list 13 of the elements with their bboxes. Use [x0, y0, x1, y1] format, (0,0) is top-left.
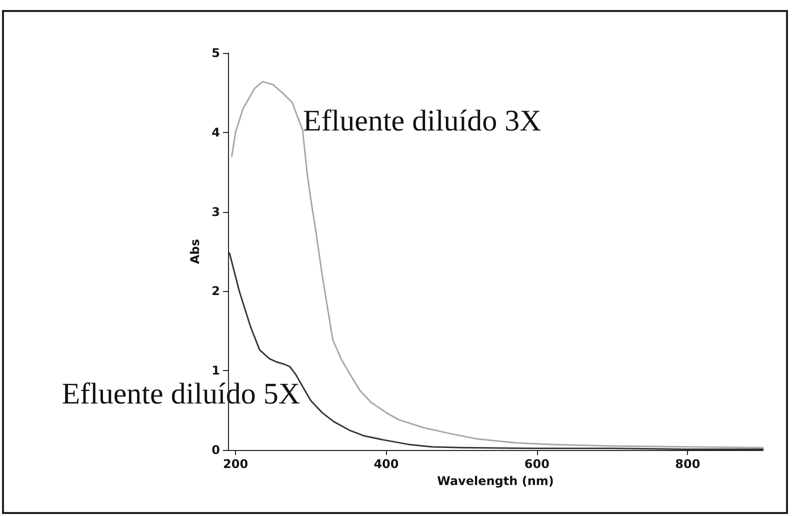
x-tick-label: 400	[374, 457, 399, 471]
y-tick-label: 5	[212, 46, 220, 60]
x-tick-label: 200	[223, 457, 248, 471]
y-axis-title: Abs	[188, 238, 202, 264]
annotation: Efluente diluído 3X	[303, 104, 542, 138]
x-tick-label: 800	[675, 457, 700, 471]
y-tick-label: 0	[212, 443, 220, 457]
y-tick-label: 3	[212, 204, 220, 219]
y-tick-label: 4	[212, 125, 220, 140]
y-tick-label: 1	[212, 364, 220, 378]
y-tick-label: 2	[212, 284, 220, 298]
x-axis-title: Wavelength (nm)	[437, 474, 554, 488]
x-tick-label: 600	[524, 457, 550, 471]
